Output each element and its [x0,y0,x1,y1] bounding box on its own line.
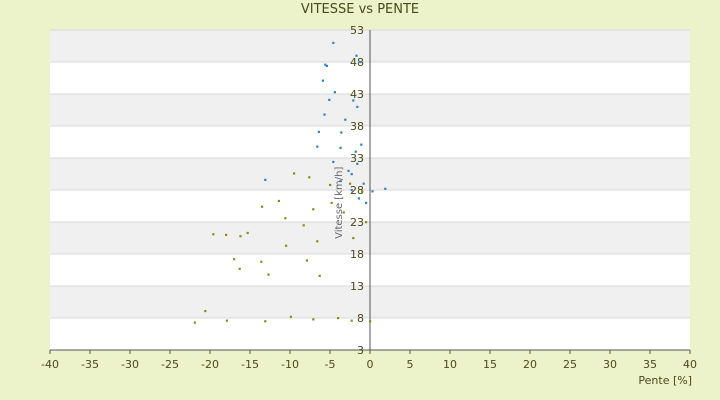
x-tick-label: 25 [563,358,577,371]
data-point [204,309,207,313]
data-point [339,180,342,183]
x-tick-label: 5 [407,358,414,371]
data-point [289,315,292,318]
x-tick-label: 0 [367,358,374,371]
x-tick-label: -20 [201,358,219,371]
x-axis-label: Pente [%] [638,374,692,387]
data-point [317,130,320,133]
data-point [371,190,374,193]
data-point [360,143,363,146]
data-point [264,320,267,323]
chart-title: VITESSE vs PENTE [300,2,420,17]
data-point [321,79,324,82]
data-point [302,224,305,227]
x-tick-label: 40 [683,358,697,371]
data-point [361,190,364,193]
data-point [238,267,241,270]
data-point [352,99,355,102]
data-point [344,118,347,121]
data-point [339,146,342,149]
data-point [356,105,359,108]
y-tick-label: 43 [350,88,364,101]
data-point [359,61,362,64]
y-tick-label: 13 [350,280,364,293]
data-point [362,182,365,185]
data-point [365,221,368,224]
x-tick-label: -35 [81,358,99,371]
y-axis-label: Vitesse [km/h] [334,167,345,239]
data-point [233,258,236,261]
data-point [342,211,345,214]
x-tick-label: 30 [603,358,617,371]
data-point [318,274,321,277]
data-point [356,162,359,165]
data-point [293,172,296,175]
data-point [329,183,332,187]
data-point [267,273,270,276]
y-tick-label: 28 [350,184,364,197]
data-point [284,217,287,220]
x-tick-label: -15 [241,358,259,371]
y-tick-label: 53 [350,24,364,37]
data-point [212,233,215,236]
x-tick-label: -40 [41,358,59,371]
data-point [305,259,308,262]
data-point [264,178,267,181]
y-tick-label: 3 [357,344,364,357]
data-point [354,150,357,153]
data-point [246,231,249,235]
y-tick-label: 23 [350,216,364,229]
x-tick-label: 20 [523,358,537,371]
data-point [337,317,340,320]
data-point [308,176,311,179]
data-point [325,64,328,68]
data-point [332,160,335,164]
y-tick-label: 33 [350,152,364,165]
x-tick-label: 15 [483,358,497,371]
x-tick-label: -25 [161,358,179,371]
data-point [357,197,360,200]
data-point [277,199,280,203]
x-tick-label: -10 [281,358,299,371]
y-tick-label: 8 [357,312,364,325]
data-point [369,320,372,323]
data-point [260,260,263,263]
data-point [312,208,315,211]
data-point [332,41,335,44]
data-point [333,91,336,94]
data-point [193,321,196,324]
y-tick-label: 48 [350,56,364,69]
data-point [225,319,228,322]
data-point [352,237,355,240]
data-point [350,173,353,176]
data-point [350,319,353,322]
data-point [316,240,319,243]
data-point [323,113,326,116]
data-point [349,182,352,185]
x-tick-label: 10 [443,358,457,371]
data-point [312,318,315,321]
data-point [347,169,350,172]
data-point [261,205,264,208]
y-tick-label: 18 [350,248,364,261]
y-tick-label: 38 [350,120,364,133]
x-tick-label: 35 [643,358,657,371]
x-tick-label: -30 [121,358,139,371]
data-point [239,235,242,238]
data-point [324,63,327,66]
data-point [330,201,333,204]
data-point [340,131,343,134]
data-point [285,244,288,247]
data-point [365,201,368,204]
data-point [328,98,331,101]
data-point [316,145,319,148]
data-point [355,54,358,57]
data-point [384,187,387,190]
data-point [350,189,353,192]
data-point [225,233,228,236]
x-tick-label: -5 [325,358,336,371]
